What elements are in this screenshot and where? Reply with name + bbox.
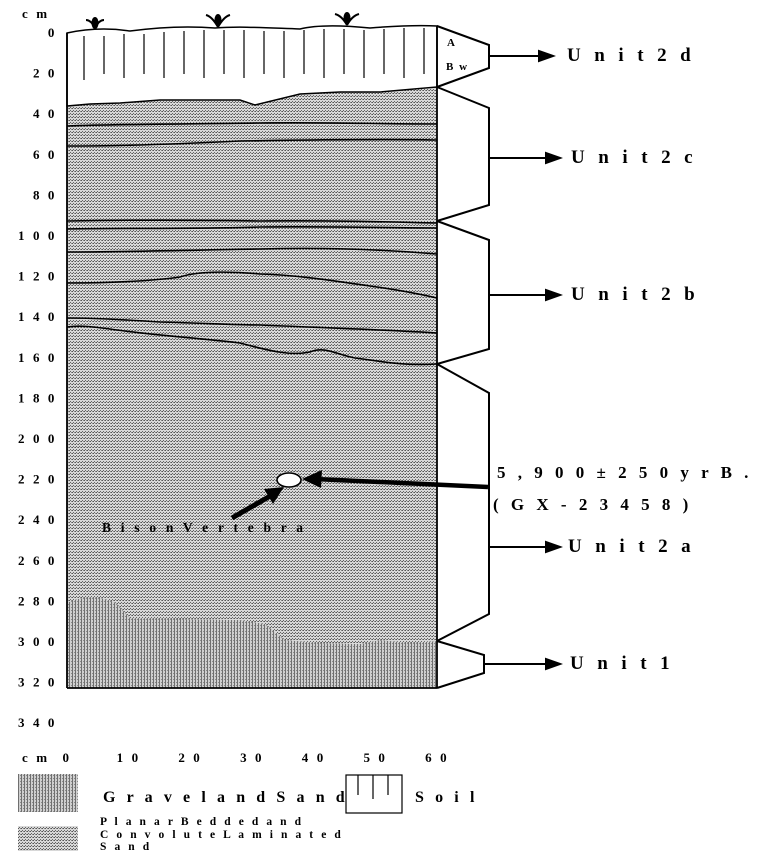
bison-arrow [230,487,284,521]
plant-icon [85,17,105,29]
bracket-unit-2d [436,25,490,88]
lab-code: ( G X - 2 3 4 5 8 ) [493,495,692,514]
unit-2d-label: U n i t 2 d [567,45,695,66]
horizon-a-label: A [447,37,456,49]
y-axis-tick-label: 2 8 0 [18,593,57,608]
soil-ticks [83,28,425,80]
y-axis-tick-label: 3 0 0 [18,634,57,649]
radiocarbon-date: 5 , 9 0 0 ± 2 5 0 y r B . P . [497,463,759,482]
date-arrow [302,470,489,490]
y-axis-tick-label: 2 4 0 [18,512,57,527]
legend-planar-line2: C o n v o l u t e L a m i n a t e d [100,829,343,841]
y-axis-tick-label: 2 0 0 [18,431,57,446]
column-frame [66,26,438,689]
planar-laminated-sand-body [67,87,437,644]
unit-brackets [436,25,490,689]
legend-planar-line3: S a n d [100,841,152,851]
bracket-unit-2c [436,86,490,222]
unit-2a-label: U n i t 2 a [568,536,695,557]
y-axis-tick-label: 1 2 0 [18,269,57,284]
x-axis-unit-label: c m [22,750,50,765]
y-axis-tick-label: 1 4 0 [18,309,57,324]
y-axis-tick-label: 6 0 [33,147,57,162]
plant-icons [85,12,360,29]
x-axis-tick-label: 4 0 [302,750,326,765]
x-axis-tick-label: 5 0 [363,750,387,765]
legend: G r a v e l a n d S a n d S o i l P l a … [18,774,478,851]
legend-soil-label: S o i l [415,789,478,806]
plant-icon [334,12,360,26]
legend-planar-line1: P l a n a r B e d d e d a n d [100,816,304,828]
y-axis-tick-label: 2 0 [33,66,57,81]
unit-2c-label: U n i t 2 c [571,147,697,168]
legend-gravel-label: G r a v e l a n d S a n d [103,789,348,806]
unit-arrows [484,49,563,671]
legend-planar-swatch [18,826,78,851]
bracket-unit-2a [436,363,490,642]
unit-2b-label: U n i t 2 b [571,284,699,305]
bracket-unit-2b [436,220,490,365]
y-axis-tick-label: 1 0 0 [18,228,57,243]
bison-vertebra-icon [276,472,302,488]
x-axis-tick-label: 0 [62,750,71,765]
plant-icon [205,14,231,28]
y-axis-tick-label: 2 2 0 [18,472,57,487]
legend-gravel-swatch [18,774,78,812]
y-axis-tick-label: 3 2 0 [18,675,57,690]
stratigraphic-column [66,12,438,689]
y-axis-tick-label: 3 4 0 [18,715,57,730]
unit-1-label: U n i t 1 [570,653,674,674]
y-axis-tick-label: 4 0 [33,106,57,121]
x-axis-tick-label: 2 0 [178,750,202,765]
bed-boundaries [66,121,438,366]
y-axis-tick-label: 2 6 0 [18,553,57,568]
horizon-bw-label: B w [446,61,469,73]
x-axis-ticks: 0 1 0 2 0 3 0 4 0 5 0 6 0 [62,750,449,765]
y-axis-unit-label: c m [22,6,50,21]
y-axis-tick-label: 1 8 0 [18,390,57,405]
y-axis-ticks: 0 2 0 4 0 6 0 8 0 1 0 0 1 2 0 1 4 0 1 6 0 1 8 0 2 … [18,25,57,730]
bison-vertebra-label: B i s o n V e r t e b r a [102,520,306,535]
y-axis-tick-label: 8 0 [33,187,57,202]
x-axis-tick-label: 3 0 [240,750,264,765]
bracket-unit-1 [436,640,485,689]
x-axis-tick-label: 1 0 [117,750,141,765]
y-axis-tick-label: 1 6 0 [18,350,57,365]
legend-soil-swatch [345,774,403,814]
unit1-gravel-layer [67,597,437,688]
x-axis-tick-label: 6 0 [425,750,449,765]
y-axis-tick-label: 0 [48,25,57,40]
